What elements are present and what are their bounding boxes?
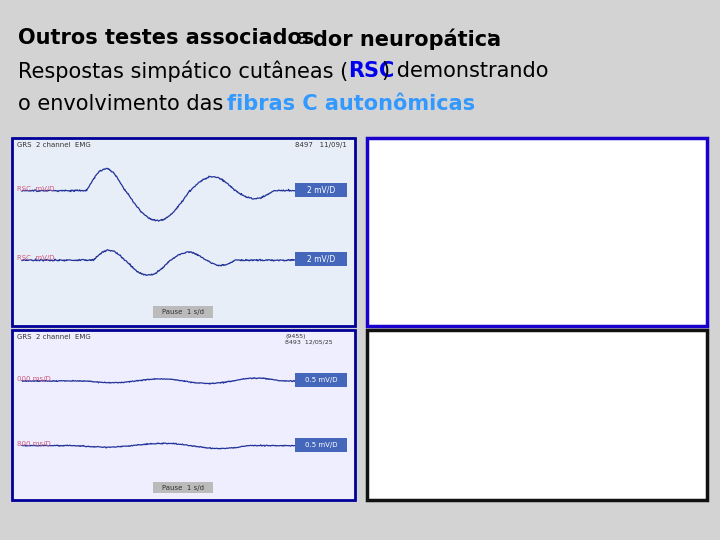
- Text: 800 ms/D: 800 ms/D: [17, 441, 50, 447]
- Bar: [295, 437, 347, 451]
- Bar: [12, 330, 355, 500]
- Bar: [295, 252, 347, 266]
- Text: Respostas simpático cutâneas (: Respostas simpático cutâneas (: [18, 61, 348, 83]
- Bar: [295, 183, 347, 197]
- Text: mediano-,: mediano-,: [377, 262, 464, 277]
- Text: 0.5 mV/D: 0.5 mV/D: [305, 442, 337, 448]
- Text: a: a: [290, 28, 316, 48]
- Text: normais: normais: [377, 174, 450, 189]
- Bar: [153, 482, 213, 493]
- Text: RSC  mV/D: RSC mV/D: [17, 255, 55, 261]
- Text: RSC: RSC: [348, 61, 395, 81]
- Bar: [295, 373, 347, 387]
- Text: Pause  1 s/d: Pause 1 s/d: [162, 485, 204, 491]
- Text: dor neuropática: dor neuropática: [313, 28, 501, 50]
- Text: Pause  1 s/d: Pause 1 s/d: [162, 309, 204, 315]
- Text: :: :: [486, 28, 493, 48]
- Bar: [153, 306, 213, 318]
- Bar: [367, 330, 707, 500]
- Text: RSC plantares: RSC plantares: [377, 152, 504, 167]
- Text: esquerdo – n.: esquerdo – n.: [377, 240, 485, 255]
- Text: GRS  2 channel  EMG: GRS 2 channel EMG: [17, 142, 91, 148]
- Text: (9455)
8493  12/05/25: (9455) 8493 12/05/25: [285, 334, 333, 345]
- Text: obtidas com: obtidas com: [451, 174, 554, 189]
- Text: RSC plantares de longa: RSC plantares de longa: [377, 344, 588, 359]
- Text: 8497   11/09/1: 8497 11/09/1: [295, 142, 347, 148]
- Text: GRS  2 channel  EMG: GRS 2 channel EMG: [17, 334, 91, 340]
- Text: 000 ms/D: 000 ms/D: [17, 376, 50, 382]
- Text: 0.5 mV/D: 0.5 mV/D: [305, 377, 337, 383]
- Text: um estímulo elétrico: um estímulo elétrico: [377, 196, 542, 211]
- Text: anos com queixa de: anos com queixa de: [377, 454, 539, 469]
- Text: mulher de: mulher de: [470, 262, 562, 277]
- Text: baixas: baixas: [472, 366, 531, 381]
- Text: RSC  mV/D: RSC mV/D: [17, 186, 55, 192]
- Text: o envolvimento das: o envolvimento das: [18, 94, 230, 114]
- Text: “pés queimantes”: “pés queimantes”: [377, 476, 541, 492]
- Bar: [367, 138, 707, 326]
- Bar: [12, 138, 355, 326]
- Text: 2 mV/D: 2 mV/D: [307, 185, 335, 194]
- Text: no membro superior: no membro superior: [377, 218, 541, 233]
- Text: e: e: [448, 366, 468, 381]
- Text: amplitudes: amplitudes: [377, 388, 478, 403]
- Text: Outros testes associados: Outros testes associados: [18, 28, 315, 48]
- Text: duração: duração: [377, 366, 450, 381]
- Text: 2 mV/D: 2 mV/D: [307, 255, 335, 264]
- Text: 56 anos: 56 anos: [377, 284, 448, 299]
- Text: ) demonstrando: ) demonstrando: [382, 61, 549, 81]
- Text: anos diabética: anos diabética: [377, 432, 509, 447]
- Text: mulher de idade 55: mulher de idade 55: [377, 410, 552, 425]
- Text: , há dois: , há dois: [515, 432, 583, 447]
- Text: fibras C autonômicas: fibras C autonômicas: [227, 94, 475, 114]
